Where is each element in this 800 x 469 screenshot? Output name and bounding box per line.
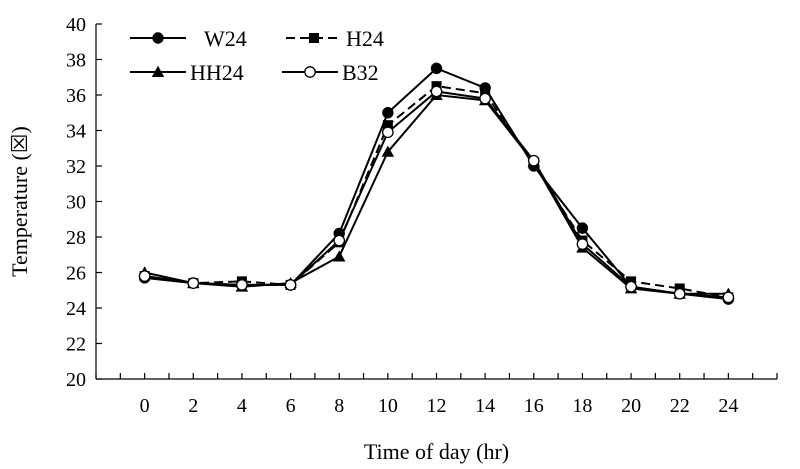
legend-label-b32: B32: [342, 60, 379, 85]
x-tick-label: 14: [475, 395, 495, 417]
data-point-b32: [382, 126, 394, 139]
data-point-b32: [527, 154, 540, 167]
legend-marker-hh24: [151, 65, 165, 77]
x-tick-label: 8: [334, 395, 344, 417]
data-point-w24: [576, 222, 589, 234]
series-b32: [138, 85, 735, 304]
data-point-hh24: [381, 145, 395, 157]
series-layer: [138, 62, 735, 305]
y-tick-label: 24: [66, 298, 86, 320]
legend-label-hh24: HH24: [190, 60, 244, 85]
axes: [95, 23, 778, 380]
data-point-h24: [382, 120, 393, 131]
data-point-b32: [576, 238, 589, 250]
legend-marker-h24: [309, 33, 319, 43]
legend-label-h24: H24: [346, 26, 384, 51]
series-line-b32: [144, 90, 729, 299]
y-tick-label: 40: [66, 14, 86, 36]
data-point-b32: [479, 92, 491, 105]
data-point-w24: [430, 62, 443, 75]
legend-item-b32: B32: [282, 60, 379, 85]
legend-marker-w24: [152, 32, 164, 44]
legend: W24 H24 HH24 B32: [130, 26, 384, 85]
x-tick-label: 18: [572, 395, 592, 417]
x-tick-label: 6: [286, 395, 296, 417]
data-point-hh24: [333, 250, 346, 262]
legend-label-w24: W24: [204, 26, 247, 51]
data-point-b32: [625, 280, 637, 293]
y-tick-label: 34: [66, 121, 86, 143]
data-point-b32: [138, 270, 151, 282]
y-tick-label: 36: [66, 85, 86, 107]
data-point-b32: [333, 234, 346, 247]
x-tick-label: 12: [427, 395, 447, 417]
x-tick-label: 0: [140, 395, 150, 417]
x-axis-title: Time of day (hr): [364, 439, 509, 464]
data-point-b32: [236, 279, 248, 291]
legend-item-h24: H24: [286, 26, 384, 51]
y-tick-label: 30: [66, 192, 86, 214]
x-tick-label: 16: [524, 395, 544, 417]
data-point-b32: [430, 85, 443, 98]
x-tick-label: 4: [237, 395, 247, 417]
y-axis-title: Temperature (☒): [7, 126, 32, 277]
x-tick-label: 20: [621, 395, 641, 417]
y-tick-label: 38: [66, 50, 86, 72]
series-line-hh24: [144, 93, 729, 295]
y-tick-label: 32: [66, 156, 86, 178]
legend-item-w24: W24: [130, 26, 247, 51]
series-hh24: [138, 88, 735, 299]
y-tick-label: 22: [66, 334, 86, 356]
data-point-b32: [284, 279, 297, 291]
y-tick-label: 20: [66, 369, 86, 391]
y-tick-label: 28: [66, 227, 86, 249]
x-tick-label: 10: [378, 395, 398, 417]
legend-marker-b32: [304, 66, 316, 78]
data-point-b32: [673, 287, 686, 300]
data-point-b32: [722, 291, 735, 304]
y-tick-label: 26: [66, 263, 86, 285]
data-point-w24: [382, 107, 394, 119]
x-tick-label: 2: [188, 395, 198, 417]
series-line-h24: [144, 85, 729, 299]
legend-item-hh24: HH24: [130, 60, 244, 85]
x-tick-label: 24: [718, 395, 738, 417]
series-h24: [139, 81, 734, 303]
data-point-b32: [187, 277, 200, 289]
series-line-w24: [144, 67, 729, 301]
x-tick-label: 22: [670, 395, 690, 417]
